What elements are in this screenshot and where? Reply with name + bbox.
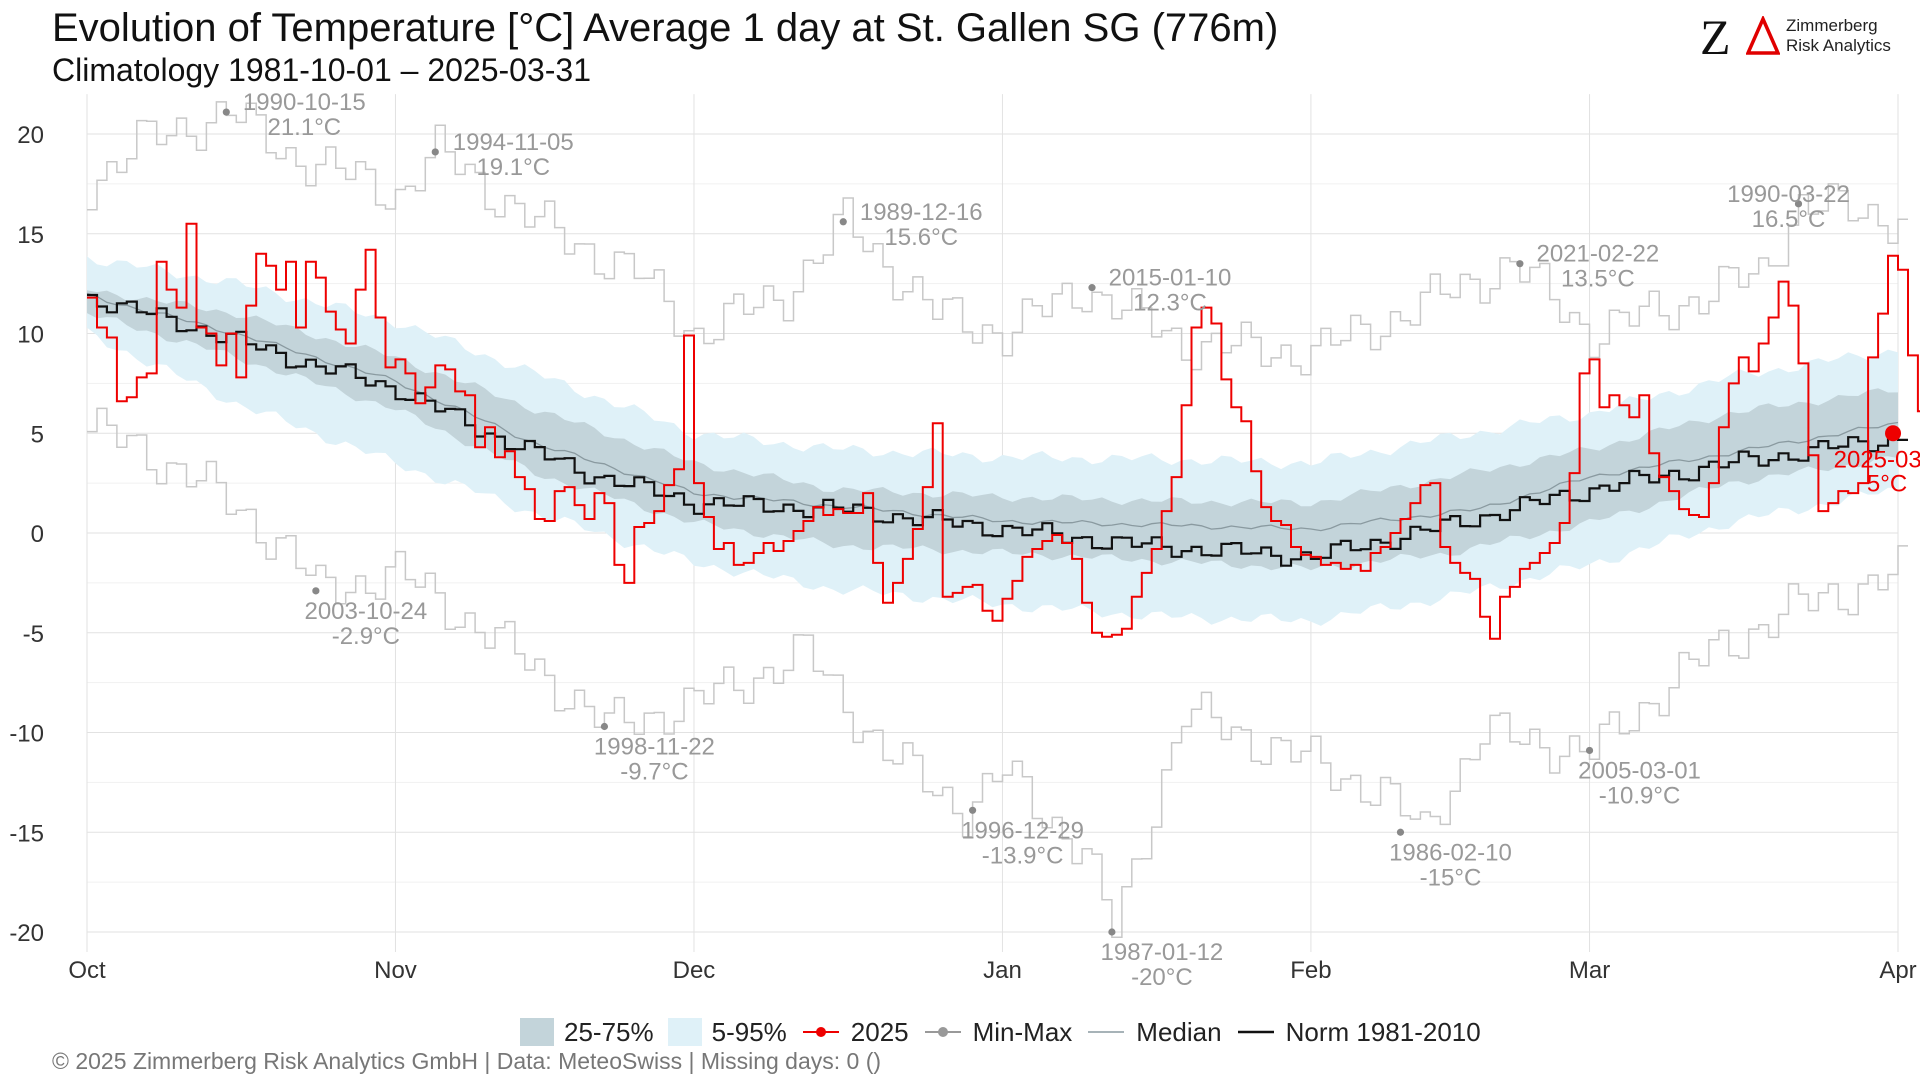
series-median-line — [86, 292, 1899, 532]
record-dot — [312, 587, 320, 595]
y-tick-label: -10 — [9, 721, 44, 748]
legend-line-icon — [1237, 1030, 1274, 1034]
record-value-label: 13.5°C — [1561, 266, 1635, 293]
legend-line-icon — [1088, 1031, 1125, 1033]
legend-swatch — [520, 1018, 554, 1046]
current-end-marker — [1885, 425, 1902, 442]
y-tick-label: 20 — [17, 122, 44, 149]
y-tick-label: -20 — [9, 920, 44, 947]
record-date-label: 2015-01-10 — [1109, 265, 1232, 292]
logo-mark: Z — [1700, 9, 1731, 65]
record-dot — [968, 806, 977, 814]
record-date-label: 1994-11-05 — [453, 129, 574, 156]
record-dot — [839, 218, 847, 226]
record-value-label: 12.3°C — [1133, 290, 1207, 317]
series-lines — [86, 101, 1920, 939]
legend-line-dot-icon — [924, 1027, 961, 1037]
record-date-label: 1998-11-22 — [594, 734, 715, 761]
legend-line-dot-icon — [802, 1027, 839, 1037]
chart-title: Evolution of Temperature [°C] Average 1 … — [52, 6, 1279, 50]
y-tick-label: 10 — [17, 322, 44, 349]
axis-labels: 20 15 10 5 0 -5 -10 -15 -20 Oct Nov Dec Jan Feb Mar Apr — [9, 122, 1916, 984]
x-tick-label: Dec — [673, 957, 716, 984]
x-tick-label: Mar — [1569, 957, 1610, 984]
logo-name: Zimmerberg Risk Analytics — [1786, 16, 1891, 55]
record-dot — [222, 108, 230, 116]
series-norm-line — [87, 293, 1908, 567]
record-date-label: 1986-02-10 — [1389, 839, 1512, 866]
temperature-chart: 2025-03-315°C1990-10-1521.1°C1994-11-051… — [9, 89, 1920, 991]
footer-credit: © 2025 Zimmerberg Risk Analytics GmbH | … — [52, 1048, 882, 1074]
record-value-label: -9.7°C — [620, 759, 688, 786]
record-value-label: 16.5°C — [1752, 206, 1826, 233]
record-date-label: 1987-01-12 — [1101, 939, 1224, 966]
legend-item-5-95: 5-95% — [667, 1017, 787, 1048]
record-value-label: -13.9°C — [982, 842, 1064, 869]
y-tick-label: 0 — [31, 521, 44, 548]
delta-icon — [1746, 16, 1780, 55]
record-date-label: 2005-03-01 — [1578, 757, 1701, 784]
series-2025-line — [87, 222, 1920, 640]
end-point-value: 5°C — [1867, 470, 1907, 497]
record-dot — [1108, 928, 1116, 936]
record-value-label: 15.6°C — [884, 224, 958, 251]
record-annotations: 2025-03-315°C1990-10-1521.1°C1994-11-051… — [222, 89, 1920, 991]
record-dot — [600, 722, 609, 731]
legend-item-median: Median — [1086, 1017, 1222, 1048]
record-value-label: -2.9°C — [332, 623, 400, 650]
record-value-label: 19.1°C — [476, 154, 550, 181]
percentile-bands — [87, 256, 1898, 626]
legend-item-2025: 2025 — [801, 1017, 909, 1048]
record-date-label: 2003-10-24 — [304, 598, 427, 625]
legend: 25-75% 5-95% 2025 Min-Max Median Norm 19… — [520, 1012, 1481, 1052]
record-date-label: 1990-03-22 — [1727, 181, 1850, 208]
x-tick-label: Oct — [68, 957, 106, 984]
record-date-label: 1990-10-15 — [243, 89, 366, 116]
end-point-date: 2025-03-31 — [1834, 446, 1920, 473]
record-dot — [431, 148, 439, 156]
record-value-label: -10.9°C — [1599, 782, 1681, 809]
legend-item-25-75: 25-75% — [520, 1017, 654, 1048]
chart-subtitle: Climatology 1981-10-01 – 2025-03-31 — [52, 52, 592, 88]
record-dot — [1794, 200, 1803, 208]
series-min-line — [87, 407, 1908, 939]
record-value-label: -15°C — [1420, 864, 1482, 891]
legend-item-norm: Norm 1981-2010 — [1236, 1017, 1481, 1048]
record-dot — [1396, 828, 1405, 836]
record-dot — [1516, 260, 1524, 268]
x-tick-label: Apr — [1879, 957, 1916, 984]
x-tick-label: Nov — [374, 957, 417, 984]
legend-item-minmax: Min-Max — [923, 1017, 1072, 1048]
series-max-line — [87, 101, 1908, 376]
company-logo: Z Zimmerberg Risk Analytics — [1700, 8, 1900, 68]
x-tick-label: Jan — [983, 957, 1022, 984]
record-date-label: 1996-12-29 — [961, 817, 1084, 844]
record-value-label: 21.1°C — [267, 114, 341, 141]
y-tick-label: -15 — [9, 820, 44, 847]
record-dot — [1088, 284, 1096, 292]
x-tick-label: Feb — [1290, 957, 1331, 984]
y-tick-label: -5 — [23, 621, 44, 648]
legend-swatch — [667, 1018, 702, 1046]
record-date-label: 2021-02-22 — [1536, 241, 1659, 268]
record-value-label: -20°C — [1131, 964, 1193, 991]
record-date-label: 1989-12-16 — [860, 199, 983, 226]
record-dot — [1585, 746, 1594, 755]
y-tick-label: 15 — [17, 222, 44, 249]
y-tick-label: 5 — [31, 421, 44, 448]
band-25-75 — [87, 290, 1898, 571]
